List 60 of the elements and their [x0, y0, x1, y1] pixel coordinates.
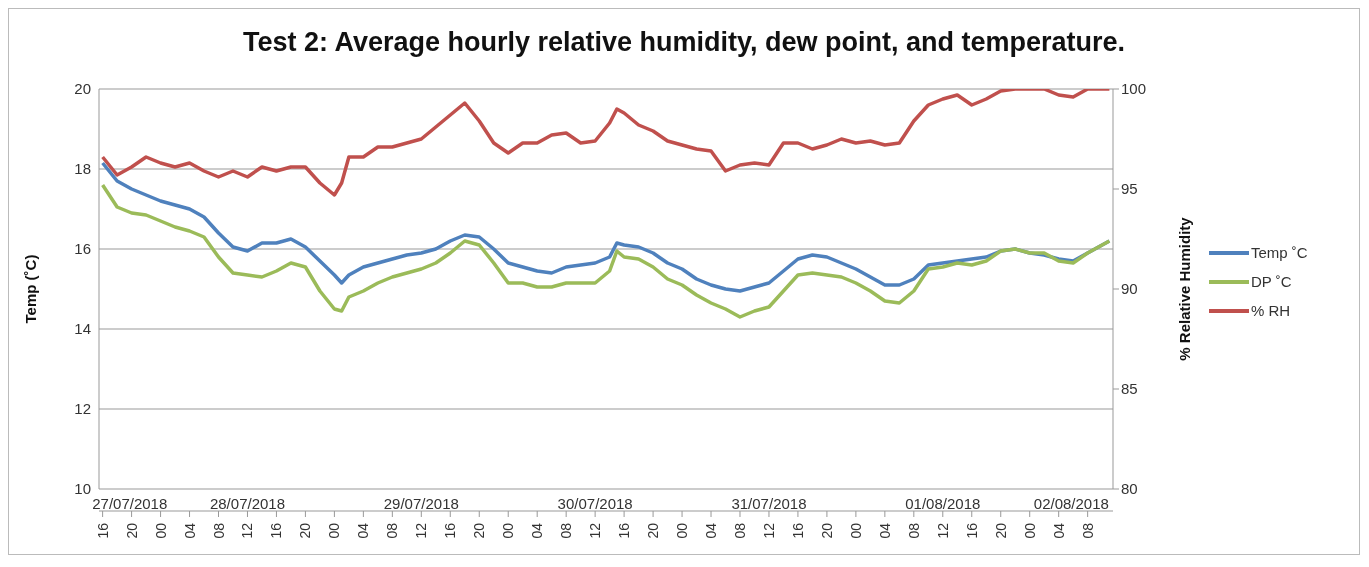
- legend-label: % RH: [1251, 302, 1291, 319]
- y-tick-label: 18: [74, 160, 91, 178]
- x-tick-label: 04: [529, 522, 546, 539]
- x-tick-label: 20: [645, 522, 662, 539]
- x-tick-label: 12: [413, 522, 430, 539]
- y2-tick-label: 85: [1121, 380, 1138, 398]
- x-tick-label: 00: [674, 522, 691, 539]
- y2-tick-label: 95: [1121, 180, 1138, 198]
- x-tick-label: 20: [471, 522, 488, 539]
- x-tick-label: 20: [992, 522, 1009, 539]
- text: 01/08/2018: [905, 495, 981, 512]
- x-tick-label: 20: [123, 522, 140, 539]
- x-tick-label: 12: [587, 522, 604, 539]
- x-tick-label: 08: [1079, 522, 1096, 539]
- text: 29/07/2018: [383, 495, 459, 512]
- x-tick-label: 16: [94, 522, 111, 539]
- x-tick-label: 20: [297, 522, 314, 539]
- x-tick-label: 04: [876, 522, 893, 539]
- x-tick-label: 16: [616, 522, 633, 539]
- legend-label: Temp ˚C: [1251, 244, 1308, 261]
- legend-label: DP ˚C: [1251, 273, 1292, 290]
- x-tick-label: 12: [760, 522, 777, 539]
- line-series: [100, 183, 1112, 319]
- x-tick-label: 00: [1021, 522, 1038, 539]
- y-tick-label: 12: [74, 400, 91, 418]
- text: 30/07/2018: [557, 495, 633, 512]
- x-tick-label: 00: [500, 522, 517, 539]
- x-tick-label: 20: [818, 522, 835, 539]
- x-tick-label: 04: [181, 522, 198, 539]
- y-tick-label: 10: [74, 480, 91, 498]
- x-tick-label: 16: [963, 522, 980, 539]
- x-tick-label: 08: [558, 522, 575, 539]
- text: 31/07/2018: [731, 495, 807, 512]
- text: 27/07/2018: [92, 495, 168, 512]
- y-tick-label: 16: [74, 240, 91, 258]
- x-tick-label: 04: [1050, 522, 1067, 539]
- x-tick-label: 16: [268, 522, 285, 539]
- y2-axis-title: % Relative Humidity: [1176, 216, 1194, 361]
- y-tick-label: 20: [74, 80, 91, 98]
- x-tick-label: 00: [326, 522, 343, 539]
- text: 02/08/2018: [1033, 495, 1109, 512]
- x-tick-label: 16: [789, 522, 806, 539]
- text: 28/07/2018: [209, 495, 286, 512]
- chart-title: Test 2: Average hourly relative humidity, dew point, and temperature.: [241, 27, 1127, 58]
- y2-tick-label: 100: [1121, 80, 1147, 98]
- x-tick-label: 00: [152, 522, 169, 539]
- x-tick-label: 16: [442, 522, 459, 539]
- x-tick-label: 00: [847, 522, 864, 539]
- y2-tick-label: 90: [1121, 280, 1138, 298]
- x-tick-label: 12: [934, 522, 951, 539]
- y-tick-label: 14: [74, 320, 91, 338]
- x-tick-label: 08: [384, 522, 401, 539]
- x-tick-label: 12: [239, 522, 256, 539]
- y-axis-title: Temp (˚C): [22, 254, 40, 324]
- x-tick-label: 08: [731, 522, 748, 539]
- y2-tick-label: 80: [1121, 480, 1138, 498]
- x-tick-label: 04: [355, 522, 372, 539]
- x-tick-label: 08: [210, 522, 227, 539]
- x-tick-label: 04: [703, 522, 720, 539]
- x-tick-label: 08: [905, 522, 922, 539]
